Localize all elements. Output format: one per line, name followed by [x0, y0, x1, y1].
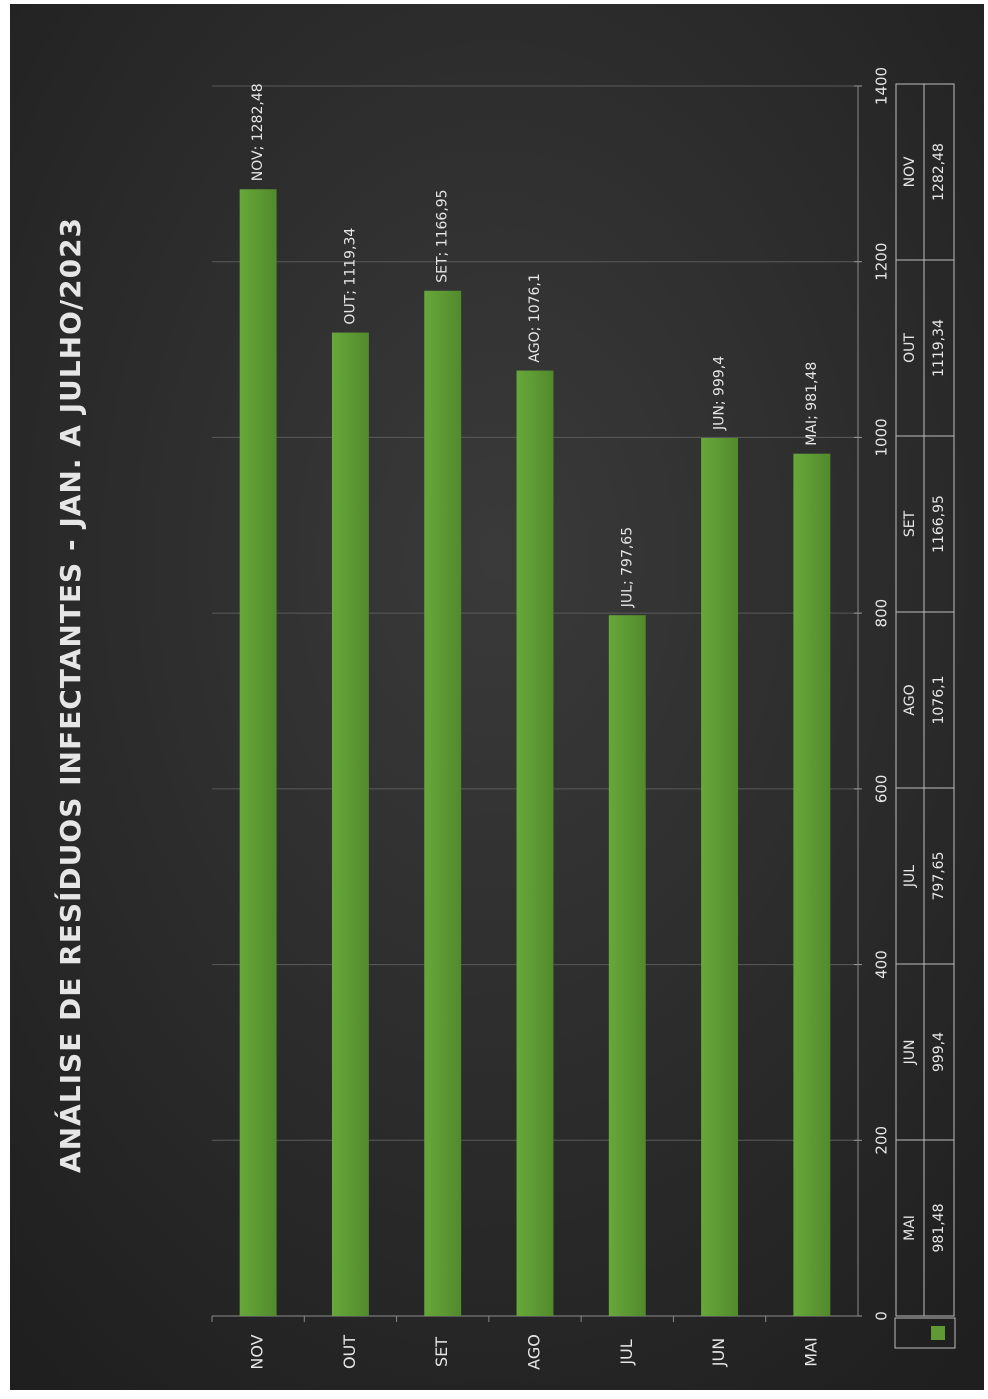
category-label: NOV: [248, 1334, 267, 1369]
chart-background: [10, 4, 984, 1390]
data-label: AGO; 1076,1: [527, 273, 543, 362]
data-table-value: 1282,48: [931, 143, 947, 201]
data-label: NOV; 1282,48: [250, 83, 266, 181]
data-table-header: AGO: [902, 684, 918, 715]
bar-set: [424, 290, 462, 1316]
data-table-value: 999,4: [931, 1032, 947, 1072]
value-tick-label: 600: [873, 775, 891, 804]
bar-jul: [608, 615, 646, 1316]
legend-key-box: [894, 1317, 956, 1349]
category-label: JUN: [709, 1338, 728, 1367]
data-label: MAI; 981,48: [804, 362, 820, 446]
value-tick-label: 1000: [873, 418, 891, 456]
chart-title: ANÁLISE DE RESÍDUOS INFECTANTES - JAN. A…: [53, 217, 87, 1173]
legend-key-swatch: [931, 1326, 945, 1340]
data-table-header: JUL: [902, 865, 918, 888]
data-table-header: SET: [902, 510, 918, 537]
data-label: SET; 1166,95: [435, 189, 451, 282]
data-label: JUL; 797,65: [619, 527, 635, 608]
value-tick-label: 200: [873, 1126, 891, 1155]
data-label: JUN; 999,4: [712, 356, 728, 431]
category-label: SET: [432, 1337, 451, 1367]
data-table-value: 1166,95: [931, 495, 947, 553]
value-tick-label: 1200: [873, 243, 891, 281]
data-table-header: MAI: [902, 1215, 918, 1241]
value-tick-label: 800: [873, 599, 891, 628]
category-label: AGO: [525, 1334, 544, 1370]
data-table-header: JUN: [902, 1040, 918, 1066]
value-tick-label: 400: [873, 950, 891, 979]
bar-nov: [239, 189, 277, 1316]
data-table-value: 1119,34: [931, 319, 947, 377]
data-table-value: 797,65: [931, 852, 947, 901]
data-table-value: 1076,1: [931, 676, 947, 725]
value-tick-label: 0: [873, 1311, 891, 1321]
category-label: MAI: [801, 1337, 820, 1366]
bar-out: [331, 332, 369, 1317]
data-table-value: 981,48: [931, 1204, 947, 1253]
bar-jun: [701, 437, 739, 1317]
category-label: JUL: [617, 1339, 636, 1365]
data-table-border: [895, 83, 955, 1317]
data-table-header: NOV: [902, 156, 918, 187]
data-label: OUT; 1119,34: [342, 228, 358, 325]
bar-ago: [516, 370, 554, 1316]
data-table-header: OUT: [902, 333, 918, 363]
category-label: OUT: [340, 1335, 359, 1369]
bar-mai: [793, 453, 831, 1316]
value-tick-label: 1400: [873, 67, 891, 105]
